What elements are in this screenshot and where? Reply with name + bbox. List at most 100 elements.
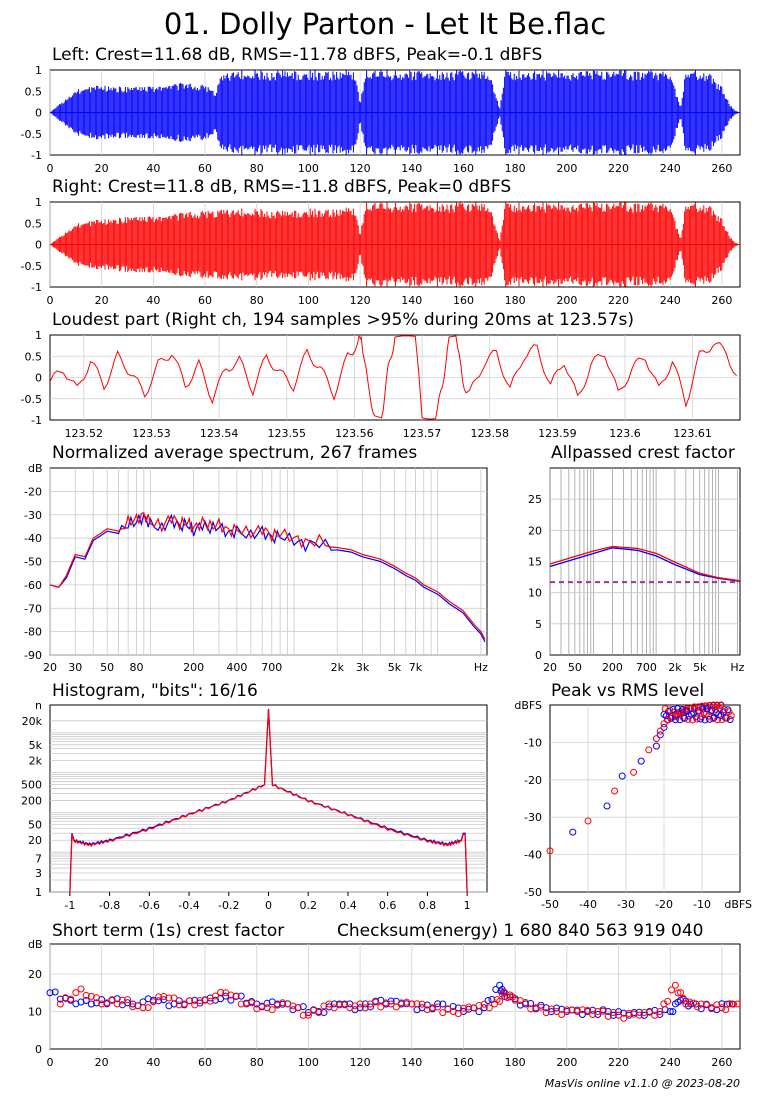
crest-point — [67, 995, 75, 1003]
y-tick-label: 0.5 — [25, 85, 43, 98]
crest-point — [578, 1010, 586, 1018]
scatter-point — [671, 716, 679, 724]
x-tick-label: 700 — [636, 661, 657, 674]
crest-point — [175, 997, 183, 1005]
crest-point — [201, 996, 209, 1004]
y-tick-label: -20 — [524, 774, 542, 787]
crest-point — [718, 1004, 726, 1012]
x-tick-label: -0.4 — [178, 899, 199, 912]
crest-point — [294, 1004, 302, 1012]
x-tick-label: 50 — [568, 661, 582, 674]
loudest-part-panel: Loudest part (Right ch, 194 samples >95%… — [21, 310, 741, 440]
crest-point — [77, 985, 85, 993]
y-tick-label: 1 — [35, 886, 42, 899]
crest-point — [439, 1000, 447, 1008]
x-tick-label: 240 — [660, 294, 681, 307]
crest-point — [211, 992, 219, 1000]
spectrum-line — [49, 512, 486, 643]
y-tick-label: -40 — [24, 532, 42, 545]
x-tick-label: 123.52 — [65, 427, 104, 440]
crest-point — [279, 999, 287, 1007]
x-tick-label: -0.2 — [218, 899, 239, 912]
crest-point — [320, 1009, 328, 1017]
y-tick-label: 0.5 — [25, 350, 43, 363]
crest-point — [356, 1000, 364, 1008]
right-waveform-title: Right: Crest=11.8 dB, RMS=-11.8 dBFS, Pe… — [52, 177, 511, 197]
x-tick-label: 400 — [226, 661, 247, 674]
x-tick-label: 1 — [464, 899, 471, 912]
y-tick-label: 10 — [28, 1006, 42, 1019]
crest-point — [558, 1010, 566, 1018]
crest-point — [522, 999, 530, 1007]
crest-point — [730, 1000, 738, 1008]
x-tick-label: 200 — [556, 294, 577, 307]
x-tick-label: 40 — [146, 162, 160, 175]
crest-point — [537, 1003, 545, 1011]
y-tick-label: 0.5 — [25, 217, 43, 230]
y-tick-label: -30 — [24, 509, 42, 522]
crest-point — [669, 1008, 677, 1016]
scatter-point — [656, 731, 664, 739]
x-tick-label: 140 — [401, 294, 422, 307]
crest-point — [248, 999, 256, 1007]
scatter-point — [714, 716, 722, 724]
crest-point — [485, 1004, 493, 1012]
scatter-point — [686, 705, 694, 713]
x-tick-label: 180 — [505, 1056, 526, 1069]
checksum-label: Checksum(energy) 1 680 840 563 919 040 — [337, 921, 703, 941]
x-tick-label: 100 — [298, 162, 319, 175]
crest-point — [232, 992, 240, 1000]
crest-point — [439, 1009, 447, 1017]
y-tick-label: 1 — [35, 196, 42, 209]
crest-point — [129, 1003, 137, 1011]
x-tick-label: 123.61 — [673, 427, 712, 440]
crest-point — [237, 1000, 245, 1008]
y-tick-label: 0 — [35, 372, 42, 385]
crest-point — [397, 999, 405, 1007]
y-tick-label: -1 — [31, 414, 42, 427]
crest-point — [217, 988, 225, 996]
crest-point — [459, 1004, 467, 1012]
scatter-point — [709, 701, 717, 709]
y-tick-label: 5k — [29, 739, 43, 752]
crest-point — [413, 1000, 421, 1008]
x-tick-label: 160 — [453, 1056, 474, 1069]
crest-point — [666, 1008, 674, 1015]
x-tick-label: 240 — [660, 162, 681, 175]
scatter-point — [717, 701, 725, 709]
x-tick-label: 3k — [356, 661, 370, 674]
scatter-point — [691, 705, 699, 713]
histogram-panel: Histogram, "bits": 16/16 -1 -0.8 -0.6 -0.4 -0… — [21, 681, 488, 912]
crest-point — [635, 1011, 643, 1019]
x-tick-label: 123.55 — [268, 427, 307, 440]
scatter-point — [611, 787, 619, 795]
crest-point — [630, 1010, 638, 1018]
crest-point — [382, 999, 390, 1007]
footer-version: MasVis online v1.1.0 @ 2023-08-20 — [545, 1077, 740, 1090]
scatter-point — [656, 727, 664, 735]
scatter-point — [699, 705, 707, 713]
x-tick-label: 160 — [453, 294, 474, 307]
y-tick-label: 20 — [28, 968, 42, 981]
scatter-point — [652, 735, 660, 743]
x-tick-label: 123.58 — [470, 427, 509, 440]
x-tick-label: 5k — [693, 661, 707, 674]
x-tick-label: 7k — [409, 661, 423, 674]
crest-point — [82, 991, 90, 999]
crest-point — [547, 1008, 555, 1016]
crest-point — [392, 1003, 400, 1011]
x-tick-label: 123.56 — [335, 427, 374, 440]
crest-point — [553, 1008, 561, 1015]
x-tick-label: Hz — [474, 661, 488, 674]
y-tick-label: -90 — [24, 649, 42, 662]
crest-point — [584, 1006, 592, 1014]
crest-point — [697, 1000, 705, 1008]
x-tick-label: 20 — [95, 1056, 109, 1069]
scatter-point — [709, 715, 717, 723]
crest-point — [589, 1010, 597, 1018]
crest-point — [697, 1005, 705, 1013]
crest-point — [449, 1002, 457, 1010]
x-tick-label: 20 — [43, 661, 57, 674]
